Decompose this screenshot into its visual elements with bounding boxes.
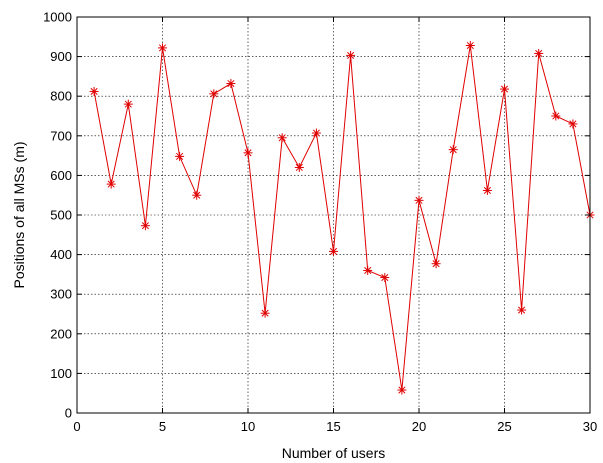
y-tick-label: 300	[50, 287, 72, 302]
y-tick-labels: 0 100 200 300 400 500 600 700 800 900 1000	[43, 10, 72, 421]
data-point	[380, 273, 390, 283]
data-point	[534, 48, 544, 58]
data-point	[397, 385, 407, 395]
x-tick-label: 5	[159, 419, 166, 434]
x-tick-labels: 0 5 10 15 20 25 30	[73, 419, 597, 434]
x-tick-label: 20	[412, 419, 426, 434]
y-axis-label: Positions of all MSs (m)	[11, 141, 27, 288]
series-polyline	[93, 45, 591, 391]
data-point	[175, 151, 185, 161]
data-point	[140, 221, 150, 231]
x-tick-label: 30	[583, 419, 597, 434]
y-tick-label: 400	[50, 247, 72, 262]
data-point	[294, 162, 304, 172]
grid-lines	[77, 17, 590, 413]
x-tick-label: 25	[497, 419, 511, 434]
y-tick-label: 200	[50, 326, 72, 341]
data-point	[329, 246, 338, 256]
data-point	[551, 111, 561, 121]
data-point	[192, 190, 202, 200]
data-point	[500, 84, 509, 94]
series-line	[93, 45, 591, 391]
data-point	[209, 89, 219, 99]
axis-ticks	[76, 16, 591, 414]
y-tick-label: 600	[50, 168, 72, 183]
x-tick-label: 0	[73, 419, 80, 434]
data-point	[226, 79, 236, 89]
data-point	[482, 185, 492, 195]
data-point	[89, 86, 99, 96]
y-tick-label: 500	[50, 208, 72, 223]
data-point	[568, 119, 578, 129]
data-point	[123, 99, 133, 109]
x-tick-label: 10	[241, 419, 255, 434]
data-point	[363, 265, 373, 275]
data-point	[106, 179, 116, 189]
data-point	[465, 41, 475, 51]
data-point	[158, 43, 167, 53]
y-tick-label: 900	[50, 49, 72, 64]
x-axis-label: Number of users	[282, 445, 385, 461]
y-tick-label: 700	[50, 128, 72, 143]
data-point	[260, 308, 270, 318]
y-tick-label: 0	[65, 406, 72, 421]
data-point	[448, 145, 458, 155]
y-tick-label: 1000	[43, 10, 72, 25]
data-point	[431, 259, 441, 269]
data-point	[277, 133, 287, 143]
data-point	[243, 148, 253, 158]
data-point	[311, 128, 321, 138]
y-tick-label: 100	[50, 366, 72, 381]
data-markers	[89, 41, 595, 395]
y-tick-label: 800	[50, 89, 72, 104]
data-point	[346, 50, 356, 60]
data-point	[517, 305, 527, 315]
data-point	[414, 195, 424, 205]
x-tick-label: 15	[326, 419, 340, 434]
